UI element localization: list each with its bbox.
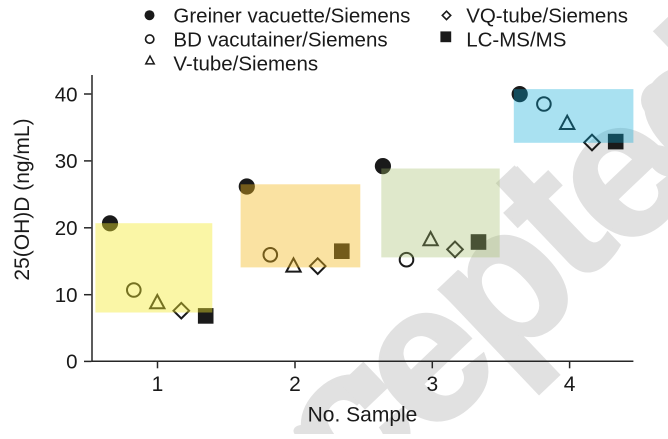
svg-text:40: 40 (55, 83, 78, 106)
svg-text:No. Sample: No. Sample (308, 403, 418, 426)
svg-text:V-tube/Siemens: V-tube/Siemens (173, 52, 318, 75)
svg-text:0: 0 (66, 351, 77, 374)
svg-text:30: 30 (55, 150, 78, 173)
svg-text:Greiner vacuette/Siemens: Greiner vacuette/Siemens (173, 4, 410, 27)
svg-text:20: 20 (55, 217, 78, 240)
svg-text:10: 10 (55, 284, 78, 307)
svg-text:LC-MS/MS: LC-MS/MS (466, 28, 566, 51)
svg-text:3: 3 (426, 373, 438, 396)
svg-text:1: 1 (152, 373, 164, 396)
svg-text:BD vacutainer/Siemens: BD vacutainer/Siemens (173, 28, 387, 51)
svg-text:25(OH)D (ng/mL): 25(OH)D (ng/mL) (11, 118, 34, 280)
svg-text:VQ-tube/Siemens: VQ-tube/Siemens (466, 4, 628, 27)
svg-text:4: 4 (564, 373, 576, 396)
svg-text:2: 2 (289, 373, 301, 396)
